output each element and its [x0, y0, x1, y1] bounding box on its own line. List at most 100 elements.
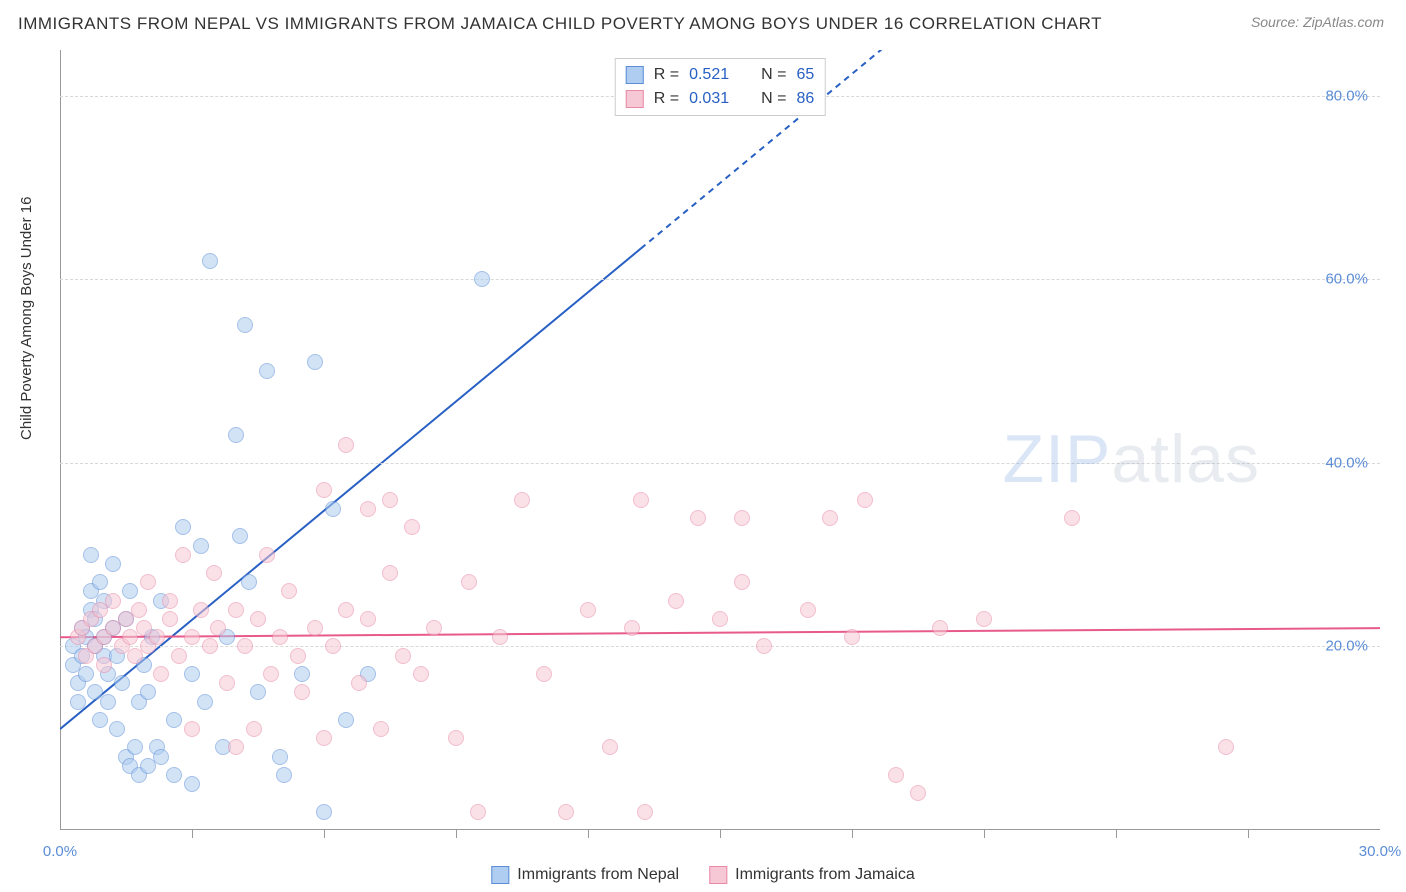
data-point-nepal — [92, 712, 108, 728]
data-point-nepal — [325, 501, 341, 517]
data-point-jamaica — [1064, 510, 1080, 526]
data-point-jamaica — [246, 721, 262, 737]
data-point-nepal — [232, 528, 248, 544]
data-point-jamaica — [910, 785, 926, 801]
data-point-jamaica — [316, 482, 332, 498]
x-tick — [192, 830, 193, 838]
data-point-nepal — [105, 556, 121, 572]
y-tick-label: 20.0% — [1325, 638, 1368, 655]
source-link[interactable]: ZipAtlas.com — [1303, 14, 1384, 30]
data-point-nepal — [184, 776, 200, 792]
x-tick-label: 0.0% — [43, 843, 77, 860]
data-point-jamaica — [558, 804, 574, 820]
legend-n-label: N = — [761, 63, 786, 87]
data-point-nepal — [197, 694, 213, 710]
data-point-jamaica — [153, 666, 169, 682]
data-point-nepal — [166, 767, 182, 783]
data-point-jamaica — [351, 675, 367, 691]
data-point-jamaica — [602, 739, 618, 755]
data-point-jamaica — [250, 611, 266, 627]
data-point-nepal — [140, 684, 156, 700]
data-point-nepal — [259, 363, 275, 379]
data-point-jamaica — [360, 501, 376, 517]
data-point-nepal — [100, 694, 116, 710]
data-point-jamaica — [162, 593, 178, 609]
data-point-jamaica — [976, 611, 992, 627]
legend-r-label: R = — [654, 87, 679, 111]
data-point-nepal — [92, 574, 108, 590]
legend-swatch-nepal — [491, 866, 509, 884]
data-point-jamaica — [131, 602, 147, 618]
data-point-nepal — [241, 574, 257, 590]
data-point-jamaica — [228, 602, 244, 618]
gridline-h — [60, 463, 1380, 464]
data-point-jamaica — [734, 510, 750, 526]
y-tick-label: 80.0% — [1325, 87, 1368, 104]
data-point-jamaica — [426, 620, 442, 636]
legend-swatch-jamaica — [709, 866, 727, 884]
source-label: Source: ZipAtlas.com — [1251, 14, 1384, 30]
chart-title: IMMIGRANTS FROM NEPAL VS IMMIGRANTS FROM… — [18, 14, 1102, 34]
data-point-jamaica — [175, 547, 191, 563]
data-point-jamaica — [290, 648, 306, 664]
data-point-jamaica — [888, 767, 904, 783]
data-point-nepal — [184, 666, 200, 682]
data-point-nepal — [338, 712, 354, 728]
data-point-jamaica — [382, 492, 398, 508]
data-point-jamaica — [734, 574, 750, 590]
data-point-jamaica — [140, 574, 156, 590]
data-point-jamaica — [668, 593, 684, 609]
legend-n-label: N = — [761, 87, 786, 111]
data-point-jamaica — [514, 492, 530, 508]
data-point-nepal — [109, 721, 125, 737]
data-point-jamaica — [294, 684, 310, 700]
data-point-jamaica — [193, 602, 209, 618]
data-point-jamaica — [932, 620, 948, 636]
y-tick-label: 40.0% — [1325, 454, 1368, 471]
data-point-jamaica — [272, 629, 288, 645]
data-point-jamaica — [637, 804, 653, 820]
data-point-nepal — [474, 271, 490, 287]
data-point-jamaica — [263, 666, 279, 682]
x-tick — [456, 830, 457, 838]
data-point-jamaica — [206, 565, 222, 581]
legend-swatch-jamaica — [626, 90, 644, 108]
data-point-nepal — [294, 666, 310, 682]
trend-lines — [60, 50, 1380, 830]
x-tick — [984, 830, 985, 838]
y-axis-line — [60, 50, 61, 830]
legend-r-value-nepal: 0.521 — [689, 63, 729, 87]
data-point-jamaica — [210, 620, 226, 636]
legend-row-jamaica: R =0.031N =86 — [626, 87, 815, 111]
data-point-jamaica — [580, 602, 596, 618]
data-point-jamaica — [470, 804, 486, 820]
y-axis-label: Child Poverty Among Boys Under 16 — [18, 197, 35, 440]
data-point-nepal — [272, 749, 288, 765]
gridline-h — [60, 646, 1380, 647]
data-point-jamaica — [338, 437, 354, 453]
plot-surface: 20.0%40.0%60.0%80.0%0.0%30.0% — [60, 50, 1380, 830]
data-point-jamaica — [281, 583, 297, 599]
legend-r-label: R = — [654, 63, 679, 87]
y-tick-label: 60.0% — [1325, 271, 1368, 288]
legend-swatch-nepal — [626, 66, 644, 84]
data-point-nepal — [83, 547, 99, 563]
chart-area: 20.0%40.0%60.0%80.0%0.0%30.0% R =0.521N … — [60, 50, 1380, 830]
data-point-jamaica — [536, 666, 552, 682]
data-point-jamaica — [404, 519, 420, 535]
gridline-h — [60, 279, 1380, 280]
data-point-jamaica — [712, 611, 728, 627]
data-point-jamaica — [228, 739, 244, 755]
x-tick — [1116, 830, 1117, 838]
data-point-jamaica — [413, 666, 429, 682]
data-point-jamaica — [633, 492, 649, 508]
x-tick — [852, 830, 853, 838]
data-point-jamaica — [338, 602, 354, 618]
data-point-jamaica — [184, 629, 200, 645]
correlation-legend: R = 0.521 N = 65R =0.031N =86 — [615, 58, 826, 116]
data-point-nepal — [127, 739, 143, 755]
legend-n-value-nepal: 65 — [796, 63, 814, 87]
data-point-jamaica — [360, 611, 376, 627]
legend-label-nepal: Immigrants from Nepal — [517, 866, 679, 884]
data-point-jamaica — [237, 638, 253, 654]
